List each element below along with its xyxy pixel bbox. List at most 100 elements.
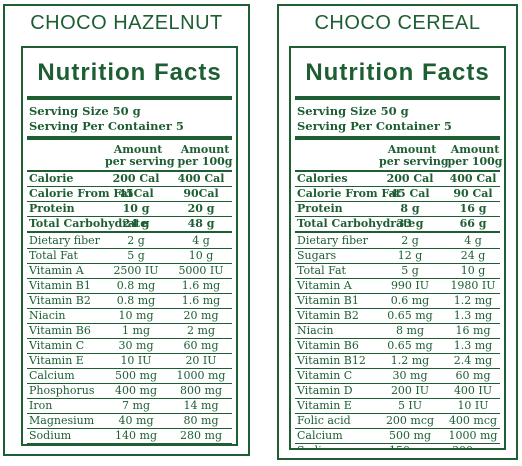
amount-per-100g: 2 mg — [187, 324, 215, 337]
nutrient-row: Vitamin B6 0.65 mg 1.3 mg — [295, 339, 500, 354]
serving-size: Serving Size 50 g — [297, 104, 409, 118]
nutrient-name: Vitamin E — [297, 399, 352, 412]
column-header-per-100g: Amount per 100g — [447, 144, 503, 168]
amount-per-serving: 2500 IU — [113, 264, 159, 277]
amount-per-100g: 1000 mg — [448, 429, 498, 442]
amount-per-serving: 2 g — [127, 234, 145, 247]
divider — [27, 96, 232, 100]
amount-per-serving: 200 mcg — [385, 414, 435, 427]
divider — [295, 136, 500, 140]
nutrient-row: Vitamin D 200 IU 400 IU — [295, 384, 500, 399]
amount-per-serving: 2 g — [401, 234, 419, 247]
divider — [27, 170, 232, 172]
nutrient-row: Niacin 10 mg 20 mg — [27, 309, 232, 324]
amount-per-serving: 0.65 mg — [387, 309, 433, 322]
column-header-per-100g: Amount per 100g — [175, 144, 235, 168]
amount-per-100g: 60 mg — [455, 369, 491, 382]
amount-per-serving: 7 mg — [122, 399, 150, 412]
amount-per-serving: 10 IU — [120, 354, 152, 367]
amount-per-100g: 60 mg — [183, 339, 219, 352]
nutrient-row-primary: Calories 200 Cal 400 Cal — [295, 172, 500, 187]
nutrient-row: Calcium 500 mg 1000 mg — [27, 369, 232, 384]
amount-per-100g: 20 g — [187, 202, 215, 215]
amount-per-100g: 5000 IU — [178, 264, 224, 277]
nutrient-row-primary: Protein 10 g 20 g — [27, 202, 232, 217]
header-line: Amount — [180, 143, 230, 156]
nutrient-row: Sugars 12 g 24 g — [295, 249, 500, 264]
amount-per-100g: 1.3 mg — [453, 309, 493, 322]
facts-heading: Nutrition Facts — [305, 59, 490, 86]
nutrient-row: Vitamin A 990 IU 1980 IU — [295, 279, 500, 294]
nutrient-name: Calcium — [29, 369, 75, 382]
nutrient-row: Vitamin B1 0.8 mg 1.6 mg — [27, 279, 232, 294]
nutrient-row: Vitamin B2 0.8 mg 1.6 mg — [27, 294, 232, 309]
amount-per-serving: 45 Cal — [390, 187, 430, 200]
serving-info: Serving Size 50 g Serving Per Container … — [297, 104, 452, 134]
amount-per-serving: 140 mg — [115, 429, 157, 442]
nutrient-name: Sugars — [297, 249, 337, 262]
amount-per-100g: 400 IU — [453, 384, 493, 397]
amount-per-100g: 20 mg — [183, 309, 219, 322]
header-line: per 100g — [447, 155, 503, 168]
amount-per-100g: 1980 IU — [450, 279, 496, 292]
amount-per-serving: 1 mg — [122, 324, 150, 337]
facts-heading: Nutrition Facts — [37, 59, 222, 86]
nutrient-name: Vitamin E — [29, 354, 84, 367]
amount-per-100g: 300 mg — [445, 444, 501, 448]
amount-per-serving: 30 mg — [392, 369, 428, 382]
amount-per-100g: 4 g — [192, 234, 210, 247]
amount-per-serving: 30 mg — [118, 339, 154, 352]
header-line: per serving — [105, 155, 175, 168]
column-header-per-serving: Amount per serving — [379, 144, 449, 168]
amount-per-100g: 2.4 mg — [453, 354, 493, 367]
nutrition-label: Nutrition Facts Serving Size 50 g Servin… — [289, 46, 506, 450]
header-line: per serving — [379, 155, 449, 168]
amount-per-serving: 10 mg — [118, 309, 154, 322]
nutrient-row: Calcium 500 mg 1000 mg — [295, 429, 500, 444]
amount-per-100g: 10 g — [188, 249, 214, 262]
amount-per-serving: 8 mg — [396, 324, 424, 337]
nutrient-name: Total Carbohydrate — [297, 217, 416, 230]
header-line: Amount — [113, 143, 163, 156]
nutrient-name: Vitamin C — [297, 369, 353, 382]
amount-per-serving: 0.65 mg — [387, 339, 433, 352]
amount-per-100g: 1.3 mg — [453, 339, 493, 352]
nutrient-name: Protein — [297, 202, 343, 215]
nutrient-name: Vitamin D — [297, 384, 353, 397]
amount-per-100g: 24 g — [460, 249, 486, 262]
nutrient-name: Protein — [29, 202, 75, 215]
amount-per-serving: 990 IU — [390, 279, 430, 292]
nutrient-name: Calories — [297, 172, 348, 185]
nutrient-row: Dietary fiber 2 g 4 g — [27, 234, 232, 249]
amount-per-serving: 5 g — [127, 249, 145, 262]
amount-per-serving: 10 g — [122, 202, 150, 215]
panel-title: CHOCO CEREAL — [314, 12, 481, 34]
nutrient-row: Niacin 8 mg 16 mg — [295, 324, 500, 339]
nutrient-name: Vitamin A — [297, 279, 352, 292]
amount-per-100g: 16 g — [459, 202, 487, 215]
nutrient-name: Total Fat — [29, 249, 78, 262]
nutrient-name: Vitamin B1 — [29, 279, 91, 292]
amount-per-serving: 200 IU — [390, 384, 430, 397]
nutrient-row-primary: Calorie From Fat 45 Cal 90 Cal — [295, 187, 500, 202]
amount-per-serving: 8 g — [400, 202, 420, 215]
amount-per-serving: 24 g — [122, 217, 150, 230]
nutrient-name: Niacin — [29, 309, 66, 322]
divider — [27, 231, 232, 233]
nutrition-label: Nutrition Facts Serving Size 50 g Servin… — [21, 46, 238, 446]
nutrient-row: Folic acid 200 mcg 400 mcg — [295, 414, 500, 429]
amount-per-serving: 40 mg — [118, 414, 154, 427]
nutrient-name: Phosphorus — [29, 384, 95, 397]
amount-per-100g: 10 IU — [457, 399, 489, 412]
amount-per-serving: 0.6 mg — [390, 294, 430, 307]
amount-per-serving: 500 mg — [115, 369, 157, 382]
header-line: Amount — [450, 143, 500, 156]
nutrient-row-primary: Calorie From Fat 45Cal 90Cal — [27, 187, 232, 202]
serving-per-container: Serving Per Container 5 — [297, 119, 452, 133]
nutrient-name: Magnesium — [29, 414, 95, 427]
nutrient-row-primary: Calorie 200 Cal 400 Cal — [27, 172, 232, 187]
amount-per-100g: 400 Cal — [449, 172, 497, 185]
amount-per-serving: 200 Cal — [112, 172, 160, 185]
amount-per-100g: 14 mg — [183, 399, 219, 412]
divider — [295, 96, 500, 100]
